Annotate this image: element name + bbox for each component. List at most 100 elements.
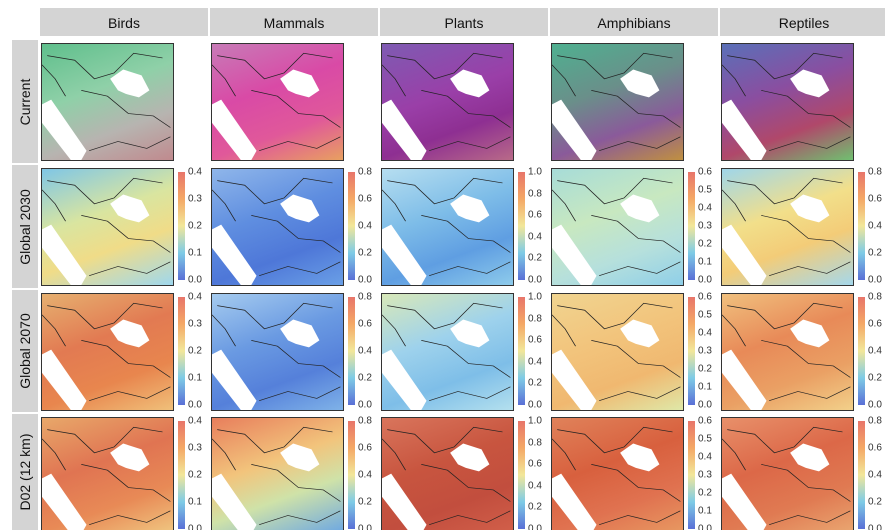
map-overlay (382, 44, 513, 160)
colorbar-tick: 0.2 (528, 253, 542, 264)
colorbar-tick: 0.4 (528, 231, 542, 242)
map-overlay (42, 294, 173, 410)
colorbar-tick: 0.8 (358, 416, 372, 427)
column-header: Birds (38, 8, 208, 36)
colorbar-tick: 0.8 (868, 292, 882, 303)
colorbar-tick: 0.0 (188, 400, 202, 411)
colorbar-tick: 0.6 (358, 194, 372, 205)
colorbar (688, 297, 695, 405)
row-label: Global 2030 (12, 163, 38, 288)
colorbar-tick: 1.0 (528, 416, 542, 427)
colorbar-tick: 0.1 (698, 382, 712, 393)
colorbar-tick: 0.0 (698, 524, 712, 530)
map-overlay (382, 169, 513, 285)
colorbar-tick: 0.2 (698, 488, 712, 499)
map-overlay (552, 418, 683, 530)
colorbar-tick: 0.4 (528, 356, 542, 367)
colorbar (858, 297, 865, 405)
colorbar-tick: 0.5 (698, 185, 712, 196)
colorbar-tick: 0.3 (698, 346, 712, 357)
colorbar (348, 297, 355, 405)
row-label: Global 2070 (12, 288, 38, 412)
map-overlay (212, 169, 343, 285)
colorbar-tick: 0.0 (188, 524, 202, 530)
colorbar-tick: 0.0 (868, 524, 882, 530)
colorbar (518, 297, 525, 405)
colorbar-tick: 0.2 (698, 239, 712, 250)
colorbar-tick: 0.6 (528, 210, 542, 221)
colorbar (348, 172, 355, 280)
map-overlay (42, 169, 173, 285)
colorbar-tick: 0.4 (868, 346, 882, 357)
colorbar-tick: 0.0 (528, 400, 542, 411)
colorbar-tick: 0.8 (358, 167, 372, 178)
row-label: Current (12, 38, 38, 163)
colorbar-tick: 0.0 (358, 275, 372, 286)
colorbar (348, 421, 355, 529)
colorbar-tick: 0.2 (358, 373, 372, 384)
colorbar-tick: 0.2 (188, 470, 202, 481)
map-overlay (212, 44, 343, 160)
map-overlay (42, 418, 173, 530)
colorbar (178, 172, 185, 280)
colorbar-tick: 0.8 (868, 416, 882, 427)
colorbar-tick: 0.0 (188, 275, 202, 286)
colorbar-tick: 0.4 (698, 452, 712, 463)
map-overlay (42, 44, 173, 160)
colorbar-tick: 0.3 (188, 194, 202, 205)
map-overlay (722, 169, 853, 285)
colorbar-tick: 0.3 (698, 470, 712, 481)
colorbar-tick: 0.2 (528, 502, 542, 513)
colorbar-tick: 0.6 (698, 416, 712, 427)
map (381, 417, 514, 530)
colorbar-tick: 0.4 (188, 416, 202, 427)
colorbar-tick: 0.1 (698, 506, 712, 517)
map (41, 293, 174, 411)
colorbar (178, 421, 185, 529)
map (41, 43, 174, 161)
colorbar-tick: 0.2 (868, 497, 882, 508)
colorbar-tick: 1.0 (528, 167, 542, 178)
colorbar-tick: 0.6 (868, 443, 882, 454)
colorbar-tick: 0.1 (188, 497, 202, 508)
map (211, 43, 344, 161)
row-label-text: Global 2070 (17, 313, 33, 389)
colorbar-tick: 0.4 (698, 203, 712, 214)
map (41, 417, 174, 530)
map-overlay (722, 294, 853, 410)
colorbar-tick: 0.2 (528, 378, 542, 389)
map (381, 168, 514, 286)
map-overlay (552, 169, 683, 285)
colorbar (858, 172, 865, 280)
colorbar (178, 297, 185, 405)
colorbar-tick: 0.6 (698, 292, 712, 303)
colorbar-tick: 0.0 (528, 275, 542, 286)
colorbar-tick: 0.4 (868, 221, 882, 232)
colorbar-tick: 0.2 (188, 221, 202, 232)
colorbar-tick: 0.0 (358, 524, 372, 530)
colorbar-tick: 0.8 (358, 292, 372, 303)
map (211, 293, 344, 411)
colorbar-tick: 0.6 (358, 319, 372, 330)
colorbar-tick: 0.6 (868, 319, 882, 330)
map (551, 168, 684, 286)
colorbar-tick: 0.2 (698, 364, 712, 375)
colorbar (688, 172, 695, 280)
column-header: Mammals (208, 8, 378, 36)
map-overlay (552, 44, 683, 160)
map-overlay (212, 418, 343, 530)
map (381, 43, 514, 161)
colorbar-tick: 0.8 (528, 437, 542, 448)
column-header: Amphibians (548, 8, 718, 36)
colorbar-tick: 0.8 (868, 167, 882, 178)
colorbar-tick: 0.0 (358, 400, 372, 411)
colorbar-tick: 0.3 (188, 443, 202, 454)
row-label: D02 (12 km) (12, 412, 38, 530)
colorbar-tick: 0.4 (528, 480, 542, 491)
colorbar (688, 421, 695, 529)
colorbar (518, 172, 525, 280)
map (211, 168, 344, 286)
colorbar-tick: 0.2 (868, 373, 882, 384)
colorbar-tick: 0.2 (188, 346, 202, 357)
map (721, 293, 854, 411)
